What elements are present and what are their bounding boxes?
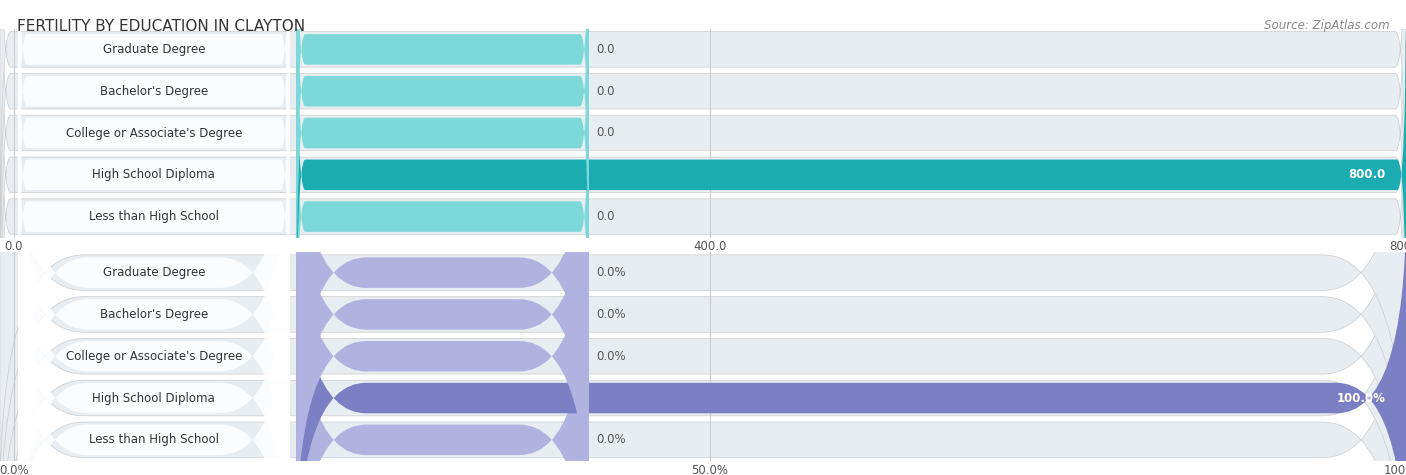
Text: 800.0: 800.0 [1348,168,1385,181]
FancyBboxPatch shape [0,0,1406,408]
Text: Less than High School: Less than High School [89,433,219,446]
FancyBboxPatch shape [0,0,1406,366]
FancyBboxPatch shape [0,0,1406,450]
FancyBboxPatch shape [18,0,290,285]
FancyBboxPatch shape [0,0,1406,324]
FancyBboxPatch shape [297,121,589,475]
FancyBboxPatch shape [18,0,290,327]
FancyBboxPatch shape [0,123,1406,475]
FancyBboxPatch shape [18,246,290,475]
FancyBboxPatch shape [297,0,589,327]
Text: Bachelor's Degree: Bachelor's Degree [100,85,208,98]
FancyBboxPatch shape [18,162,290,475]
FancyBboxPatch shape [18,23,290,410]
Text: High School Diploma: High School Diploma [93,391,215,405]
Text: 0.0: 0.0 [596,43,614,56]
Text: 0.0%: 0.0% [596,350,626,363]
FancyBboxPatch shape [297,162,589,475]
Text: High School Diploma: High School Diploma [93,168,215,181]
Text: 0.0%: 0.0% [596,433,626,446]
Text: 0.0: 0.0 [596,126,614,140]
Text: Graduate Degree: Graduate Degree [103,43,205,56]
FancyBboxPatch shape [297,23,589,410]
Text: College or Associate's Degree: College or Associate's Degree [66,126,242,140]
FancyBboxPatch shape [0,81,1406,475]
FancyBboxPatch shape [297,204,1406,475]
Text: Graduate Degree: Graduate Degree [103,266,205,279]
Text: Source: ZipAtlas.com: Source: ZipAtlas.com [1264,19,1389,32]
FancyBboxPatch shape [18,0,290,243]
FancyBboxPatch shape [18,121,290,475]
FancyBboxPatch shape [0,207,1406,475]
FancyBboxPatch shape [297,0,589,243]
Text: College or Associate's Degree: College or Associate's Degree [66,350,242,363]
FancyBboxPatch shape [0,0,1406,283]
Text: 0.0: 0.0 [596,210,614,223]
Text: FERTILITY BY EDUCATION IN CLAYTON: FERTILITY BY EDUCATION IN CLAYTON [17,19,305,34]
Text: 100.0%: 100.0% [1336,391,1385,405]
Text: 0.0: 0.0 [596,85,614,98]
FancyBboxPatch shape [297,0,1406,369]
Text: 0.0%: 0.0% [596,308,626,321]
FancyBboxPatch shape [18,79,290,466]
FancyBboxPatch shape [297,246,589,475]
FancyBboxPatch shape [297,79,589,466]
Text: Less than High School: Less than High School [89,210,219,223]
FancyBboxPatch shape [18,204,290,475]
Text: 0.0%: 0.0% [596,266,626,279]
Text: Bachelor's Degree: Bachelor's Degree [100,308,208,321]
FancyBboxPatch shape [297,0,589,285]
FancyBboxPatch shape [0,39,1406,475]
FancyBboxPatch shape [18,0,290,369]
FancyBboxPatch shape [0,165,1406,475]
